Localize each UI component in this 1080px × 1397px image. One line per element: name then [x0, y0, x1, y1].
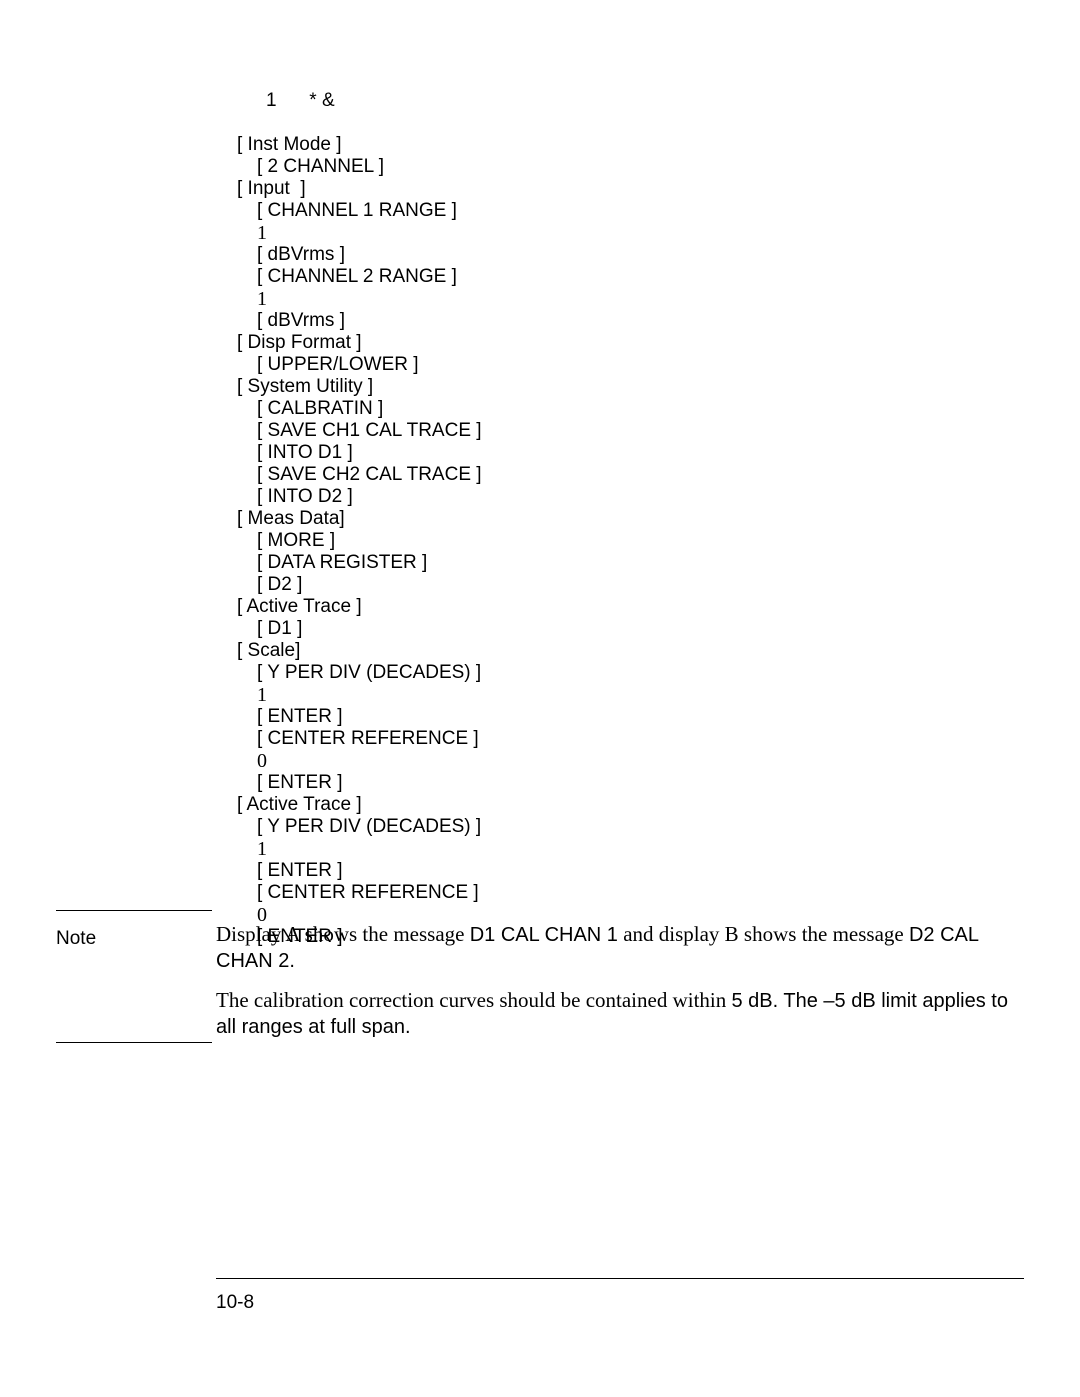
listing-line: [ CENTER REFERENCE ]	[237, 882, 482, 904]
listing-line: [ CHANNEL 1 RANGE ]	[237, 200, 482, 222]
note-label: Note	[56, 928, 96, 950]
listing-line: [ INTO D1 ]	[237, 442, 482, 464]
listing-line: [ SAVE CH1 CAL TRACE ]	[237, 420, 482, 442]
listing-line: 1	[237, 288, 482, 310]
listing-line: [ CALBRATIN ]	[237, 398, 482, 420]
note-p1c: and display B shows the message	[618, 922, 909, 946]
listing-line: 0	[237, 750, 482, 772]
listing-line: 1	[237, 222, 482, 244]
listing-line: [ INTO D2 ]	[237, 486, 482, 508]
listing-line: [ Y PER DIV (DECADES) ]	[237, 816, 482, 838]
listing-line: [ D1 ]	[237, 618, 482, 640]
note-p2a: The calibration correction curves should…	[216, 988, 732, 1012]
note-paragraph-1: Display A shows the message D1 CAL CHAN …	[216, 922, 1024, 974]
note-rule-bottom	[56, 1042, 212, 1043]
listing-line: [ Input ]	[237, 178, 482, 200]
listing-line: [ 2 CHANNEL ]	[237, 156, 482, 178]
page: 1 * & [ Inst Mode ][ 2 CHANNEL ][ Input …	[0, 0, 1080, 1397]
note-rule-top	[56, 910, 212, 911]
note-p1b: D1 CAL CHAN 1	[470, 924, 618, 946]
listing-line: [ DATA REGISTER ]	[237, 552, 482, 574]
listing-line: [ Inst Mode ]	[237, 134, 482, 156]
listing-line: [ dBVrms ]	[237, 310, 482, 332]
listing-line: 1	[237, 838, 482, 860]
note-body: Display A shows the message D1 CAL CHAN …	[216, 922, 1024, 1054]
listing-line: [ ENTER ]	[237, 772, 482, 794]
listing-line: [ Disp Format ]	[237, 332, 482, 354]
page-number: 10-8	[216, 1292, 254, 1314]
listing-line: [ System Utility ]	[237, 376, 482, 398]
listing-line: [ ENTER ]	[237, 706, 482, 728]
listing-line: [ UPPER/LOWER ]	[237, 354, 482, 376]
listing-line: [ Y PER DIV (DECADES) ]	[237, 662, 482, 684]
listing-line: [ ENTER ]	[237, 860, 482, 882]
header-line: 1 * &	[266, 90, 335, 112]
listing-line: [ CHANNEL 2 RANGE ]	[237, 266, 482, 288]
header-col1: 1	[266, 90, 304, 112]
footer-rule	[216, 1278, 1024, 1279]
listing-line: [ Scale]	[237, 640, 482, 662]
listing-line: 1	[237, 684, 482, 706]
note-p1a: Display A shows the message	[216, 922, 470, 946]
listing-line: [ CENTER REFERENCE ]	[237, 728, 482, 750]
listing-line: [ SAVE CH2 CAL TRACE ]	[237, 464, 482, 486]
listing-line: [ D2 ]	[237, 574, 482, 596]
listing-line: [ Meas Data]	[237, 508, 482, 530]
note-p1e: .	[289, 950, 295, 972]
listing-line: [ MORE ]	[237, 530, 482, 552]
note-paragraph-2: The calibration correction curves should…	[216, 988, 1024, 1040]
listing-line: [ Active Trace ]	[237, 596, 482, 618]
listing-line: [ Active Trace ]	[237, 794, 482, 816]
header-col2: * &	[309, 90, 334, 112]
listing-line: [ dBVrms ]	[237, 244, 482, 266]
command-listing: [ Inst Mode ][ 2 CHANNEL ][ Input ][ CHA…	[237, 134, 482, 948]
